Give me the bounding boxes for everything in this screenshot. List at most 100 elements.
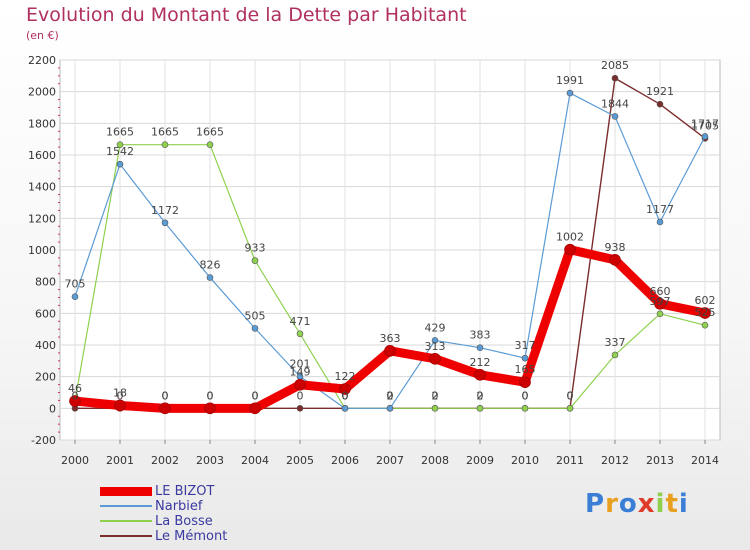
logo-letter: i [678, 489, 689, 519]
y-tick-label: 600 [35, 307, 56, 320]
data-label: 2 [432, 389, 439, 402]
data-label: 597 [650, 295, 671, 308]
data-label: 525 [695, 306, 716, 319]
data-label: 0 [342, 389, 349, 402]
data-point [656, 218, 664, 226]
logo-letter: t [665, 489, 679, 519]
data-label: 1921 [646, 85, 674, 98]
data-label: 1542 [106, 145, 134, 158]
data-label: 0 [567, 389, 574, 402]
data-point [206, 274, 214, 281]
data-point [701, 133, 709, 140]
data-point [294, 378, 306, 391]
x-tick-label: 2001 [106, 454, 134, 467]
gridlines [60, 59, 720, 441]
data-point [431, 337, 439, 344]
data-label: 1665 [196, 126, 224, 139]
data-label: 0 [252, 389, 259, 402]
logo-letter: r [605, 489, 619, 519]
data-point [431, 405, 439, 412]
x-tick-label: 2002 [151, 454, 179, 467]
data-point [296, 405, 304, 412]
data-point [566, 89, 574, 97]
data-point [564, 243, 576, 256]
legend-swatch [100, 520, 152, 522]
proxiti-logo: Proxiti [585, 489, 689, 519]
data-label: 1665 [106, 126, 134, 139]
data-point [296, 330, 304, 338]
series-group [69, 74, 711, 415]
data-point [611, 113, 619, 120]
legend-swatch [100, 535, 152, 537]
y-tick-label: 0 [49, 402, 56, 415]
data-label: 149 [290, 366, 311, 379]
data-label: 0 [252, 389, 259, 402]
data-label: 0 [522, 389, 529, 402]
x-axis: 2000 2001 2002 2003 2004 2005 2006 2007 2008 2009… [61, 440, 719, 467]
x-tick-label: 2010 [511, 454, 539, 467]
data-label: 0 [432, 389, 439, 402]
data-label: 1717 [691, 117, 719, 130]
logo-letter: i [655, 489, 666, 519]
data-label: 2 [477, 389, 484, 402]
data-point [474, 368, 486, 381]
data-label: 0 [162, 389, 169, 402]
data-label: 0 [342, 389, 349, 402]
data-point [251, 257, 259, 264]
legend-label: La Bosse [155, 514, 213, 529]
y-axis: -200 0 200 400 600 800 1000 1200 1400 1600 1800 200… [28, 54, 60, 447]
data-point [206, 141, 214, 149]
data-point [429, 352, 441, 365]
data-point [386, 405, 394, 412]
x-tick-label: 2014 [691, 454, 719, 467]
legend-label: LE BIZOT [155, 484, 215, 499]
data-label: 0 [477, 389, 484, 402]
data-label: 0 [387, 389, 394, 402]
data-label: 317 [515, 339, 536, 352]
data-label: 383 [470, 329, 491, 342]
y-tick-label: 1400 [28, 181, 56, 194]
x-tick-label: 2007 [376, 454, 404, 467]
x-tick-label: 2008 [421, 454, 449, 467]
legend-label: Le Mémont [155, 529, 228, 544]
data-point [116, 141, 124, 149]
data-label: 363 [380, 332, 401, 345]
logo-letter: x [637, 489, 656, 519]
data-label: 705 [65, 278, 86, 291]
data-point [114, 399, 126, 412]
data-point [611, 74, 619, 82]
data-point [384, 345, 396, 357]
data-point [519, 376, 531, 389]
data-point [654, 298, 666, 310]
unit-label: (en €) [26, 29, 59, 42]
x-tick-label: 2011 [556, 454, 584, 467]
data-label: 1002 [556, 231, 584, 244]
data-label: 0 [342, 389, 349, 402]
logo-letter: o [618, 489, 638, 519]
data-point [476, 344, 484, 351]
x-tick-label: 2003 [196, 454, 224, 467]
data-point [699, 307, 711, 319]
legend-label: Narbief [155, 499, 203, 514]
data-label: 0 [207, 389, 214, 402]
data-point [251, 325, 259, 332]
data-point [69, 395, 81, 407]
x-tick-label: 2009 [466, 454, 494, 467]
data-label: 165 [515, 363, 536, 376]
data-point [521, 354, 529, 362]
data-point [161, 141, 169, 149]
data-label: 0 [522, 389, 529, 402]
data-label: 201 [290, 358, 311, 371]
x-tick-label: 2013 [646, 454, 674, 467]
logo-letter: P [585, 489, 606, 519]
data-label: 0 [297, 389, 304, 402]
data-point [161, 219, 169, 227]
data-label: 0 [207, 389, 214, 402]
data-label: 1705 [691, 119, 719, 132]
data-label: 1665 [151, 126, 179, 139]
data-label: 826 [200, 259, 221, 272]
data-label: 471 [290, 315, 311, 328]
data-label: 122 [335, 370, 356, 383]
data-label: 1991 [556, 74, 584, 87]
data-label: 602 [695, 294, 716, 307]
